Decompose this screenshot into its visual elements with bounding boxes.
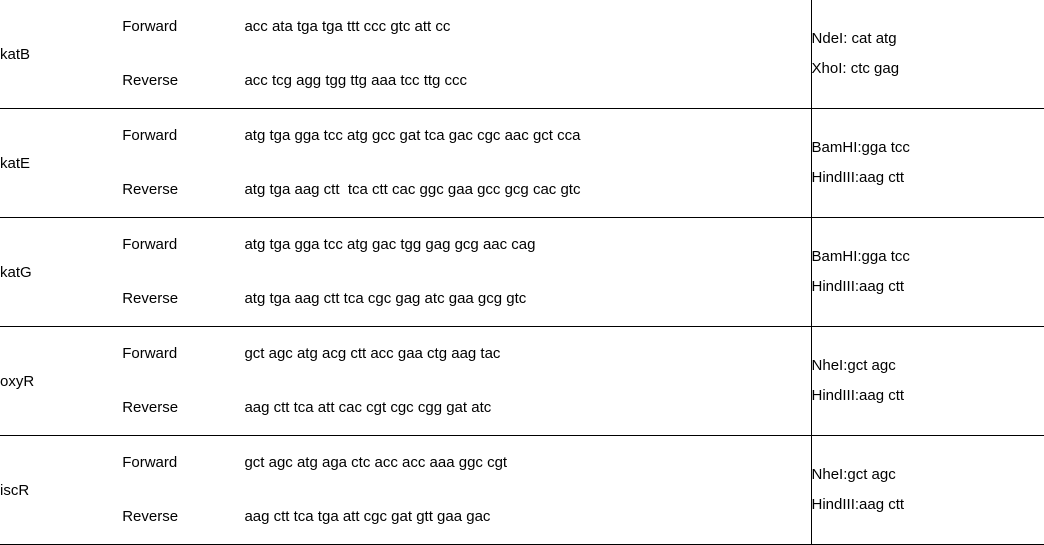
- direction-cell: Forward Reverse: [122, 0, 244, 109]
- sequence-reverse: atg tga aag ctt tca ctt cac ggc gaa gcc …: [244, 163, 810, 217]
- sequence-forward: gct agc atg acg ctt acc gaa ctg aag tac: [244, 327, 810, 381]
- table-row: katB Forward Reverse acc ata tga tga ttt…: [0, 0, 1044, 109]
- gene-cell: iscR: [0, 436, 122, 545]
- enzyme-2: HindIII:aag ctt: [812, 490, 1044, 520]
- sequence-forward: gct agc atg aga ctc acc acc aaa ggc cgt: [244, 436, 810, 490]
- primer-table-body: katB Forward Reverse acc ata tga tga ttt…: [0, 0, 1044, 545]
- gene-name: katG: [0, 264, 32, 281]
- sequence-reverse: atg tga aag ctt tca cgc gag atc gaa gcg …: [244, 272, 810, 326]
- direction-forward: Forward: [122, 327, 244, 381]
- gene-cell: oxyR: [0, 327, 122, 436]
- sequence-forward: atg tga gga tcc atg gac tgg gag gcg aac …: [244, 218, 810, 272]
- sequence-forward: atg tga gga tcc atg gcc gat tca gac cgc …: [244, 109, 810, 163]
- enzyme-1: BamHI:gga tcc: [812, 242, 1044, 272]
- direction-reverse: Reverse: [122, 163, 244, 217]
- direction-cell: Forward Reverse: [122, 218, 244, 327]
- sequence-cell: acc ata tga tga ttt ccc gtc att cc acc t…: [244, 0, 811, 109]
- direction-forward: Forward: [122, 109, 244, 163]
- enzyme-cell: BamHI:gga tcc HindIII:aag ctt: [811, 109, 1044, 218]
- gene-name: katE: [0, 155, 30, 172]
- enzyme-2: HindIII:aag ctt: [812, 272, 1044, 302]
- gene-name: iscR: [0, 482, 29, 499]
- table-row: katE Forward Reverse atg tga gga tcc atg…: [0, 109, 1044, 218]
- sequence-reverse: aag ctt tca att cac cgt cgc cgg gat atc: [244, 381, 810, 435]
- table-row: oxyR Forward Reverse gct agc atg acg ctt…: [0, 327, 1044, 436]
- enzyme-cell: NdeI: cat atg XhoI: ctc gag: [811, 0, 1044, 109]
- sequence-cell: gct agc atg aga ctc acc acc aaa ggc cgt …: [244, 436, 811, 545]
- direction-cell: Forward Reverse: [122, 327, 244, 436]
- enzyme-1: NheI:gct agc: [812, 460, 1044, 490]
- table-row: katG Forward Reverse atg tga gga tcc atg…: [0, 218, 1044, 327]
- direction-forward: Forward: [122, 436, 244, 490]
- sequence-cell: atg tga gga tcc atg gac tgg gag gcg aac …: [244, 218, 811, 327]
- direction-cell: Forward Reverse: [122, 109, 244, 218]
- enzyme-cell: NheI:gct agc HindIII:aag ctt: [811, 327, 1044, 436]
- sequence-cell: gct agc atg acg ctt acc gaa ctg aag tac …: [244, 327, 811, 436]
- direction-forward: Forward: [122, 0, 244, 54]
- direction-reverse: Reverse: [122, 381, 244, 435]
- gene-name: oxyR: [0, 373, 34, 390]
- primer-table: katB Forward Reverse acc ata tga tga ttt…: [0, 0, 1044, 545]
- enzyme-2: HindIII:aag ctt: [812, 163, 1044, 193]
- gene-cell: katB: [0, 0, 122, 109]
- gene-cell: katE: [0, 109, 122, 218]
- direction-reverse: Reverse: [122, 490, 244, 544]
- enzyme-2: HindIII:aag ctt: [812, 381, 1044, 411]
- enzyme-cell: BamHI:gga tcc HindIII:aag ctt: [811, 218, 1044, 327]
- enzyme-2: XhoI: ctc gag: [812, 54, 1044, 84]
- enzyme-1: NheI:gct agc: [812, 351, 1044, 381]
- gene-cell: katG: [0, 218, 122, 327]
- direction-reverse: Reverse: [122, 272, 244, 326]
- direction-reverse: Reverse: [122, 54, 244, 108]
- table-row: iscR Forward Reverse gct agc atg aga ctc…: [0, 436, 1044, 545]
- direction-cell: Forward Reverse: [122, 436, 244, 545]
- sequence-cell: atg tga gga tcc atg gcc gat tca gac cgc …: [244, 109, 811, 218]
- sequence-reverse: acc tcg agg tgg ttg aaa tcc ttg ccc: [244, 54, 810, 108]
- enzyme-1: BamHI:gga tcc: [812, 133, 1044, 163]
- gene-name: katB: [0, 46, 30, 63]
- enzyme-cell: NheI:gct agc HindIII:aag ctt: [811, 436, 1044, 545]
- enzyme-1: NdeI: cat atg: [812, 24, 1044, 54]
- sequence-reverse: aag ctt tca tga att cgc gat gtt gaa gac: [244, 490, 810, 544]
- direction-forward: Forward: [122, 218, 244, 272]
- sequence-forward: acc ata tga tga ttt ccc gtc att cc: [244, 0, 810, 54]
